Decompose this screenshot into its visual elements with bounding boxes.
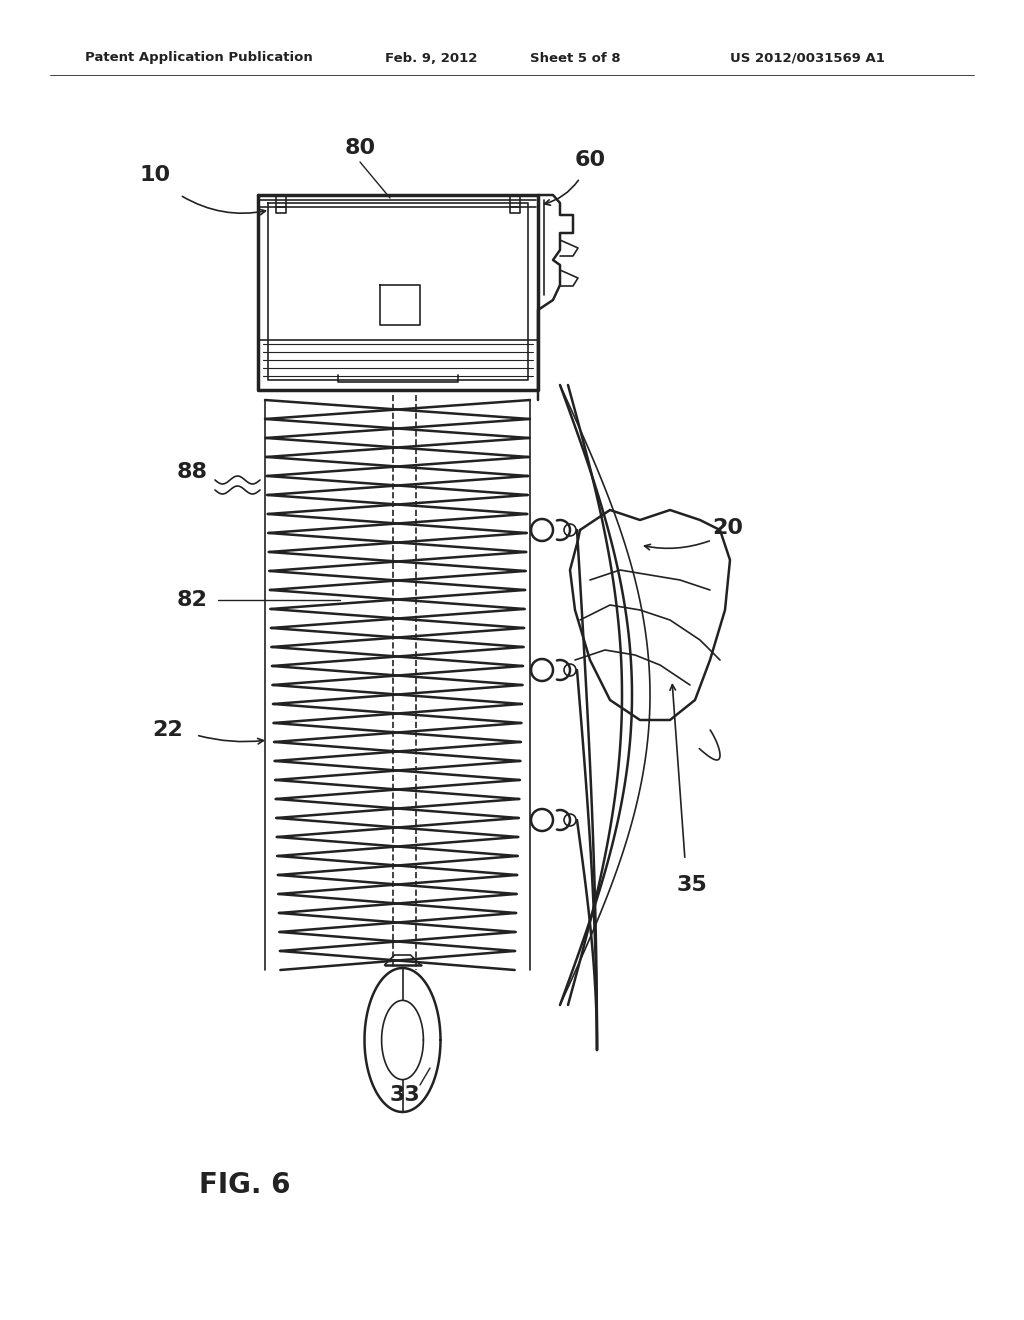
Text: Sheet 5 of 8: Sheet 5 of 8: [530, 51, 621, 65]
Text: US 2012/0031569 A1: US 2012/0031569 A1: [730, 51, 885, 65]
Text: 82: 82: [176, 590, 208, 610]
Text: FIG. 6: FIG. 6: [200, 1171, 291, 1199]
Text: 35: 35: [677, 875, 708, 895]
Text: 80: 80: [344, 139, 376, 158]
Text: Feb. 9, 2012: Feb. 9, 2012: [385, 51, 477, 65]
Text: 33: 33: [389, 1085, 421, 1105]
Text: 10: 10: [139, 165, 171, 185]
Text: 20: 20: [713, 517, 743, 539]
Text: 88: 88: [176, 462, 208, 482]
Text: 60: 60: [574, 150, 605, 170]
Text: 22: 22: [153, 719, 183, 741]
Text: Patent Application Publication: Patent Application Publication: [85, 51, 312, 65]
